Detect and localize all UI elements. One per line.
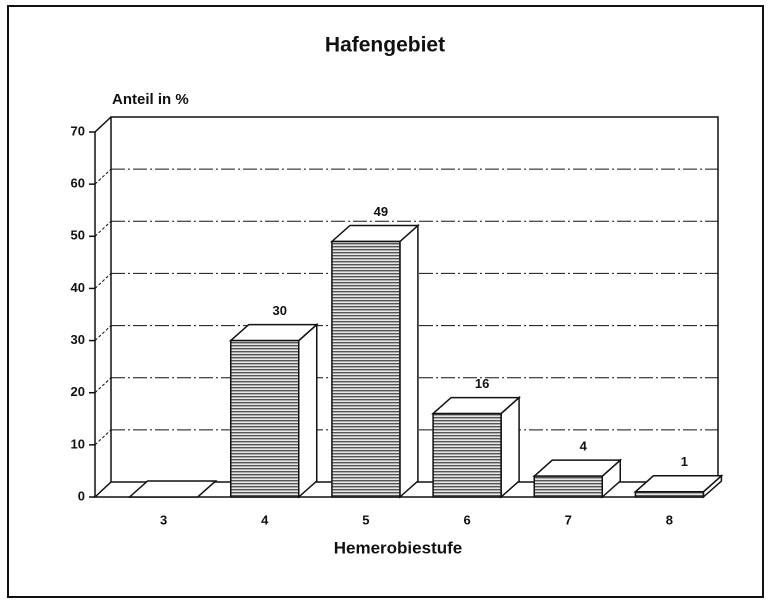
bar [634,491,705,498]
bar [230,339,300,498]
grid-line [94,325,112,341]
x-tick-label: 8 [666,512,673,527]
y-tick-label: 40 [71,280,85,295]
chart-title: Hafengebiet [325,34,445,57]
bar [432,412,502,498]
bar-side [298,322,318,499]
y-tick-label: 70 [71,123,85,138]
y-tick-label: 10 [71,436,85,451]
data-label: 16 [475,376,489,391]
x-tick-label: 4 [261,512,269,527]
y-tick-label: 60 [71,176,85,191]
bar-side [500,395,520,499]
y-tick-label: 0 [78,488,85,503]
data-label: 30 [273,303,287,318]
x-tick-label: 5 [362,512,369,527]
y-axis-depth [94,116,112,133]
grid-line [94,429,112,446]
bar-top [127,480,218,498]
data-label: 49 [374,204,388,219]
y-tick-label: 20 [71,384,85,399]
x-tick-label: 3 [160,512,167,527]
x-tick-label: 7 [565,512,572,527]
data-label: 4 [580,439,588,454]
x-axis-label: Hemerobiestufe [334,538,462,557]
frame [7,5,764,598]
x-tick-label: 6 [463,512,470,527]
grid-line [94,273,112,289]
y-axis-label: Anteil in % [112,91,189,108]
grid-line [94,377,112,394]
y-tick-label: 30 [71,332,85,347]
grid-line [94,220,112,237]
bar [533,475,603,498]
grid-line [94,168,112,185]
data-label: 1 [681,454,688,469]
bar-side [399,223,419,499]
y-tick-label: 50 [71,228,85,243]
bar [331,240,401,498]
